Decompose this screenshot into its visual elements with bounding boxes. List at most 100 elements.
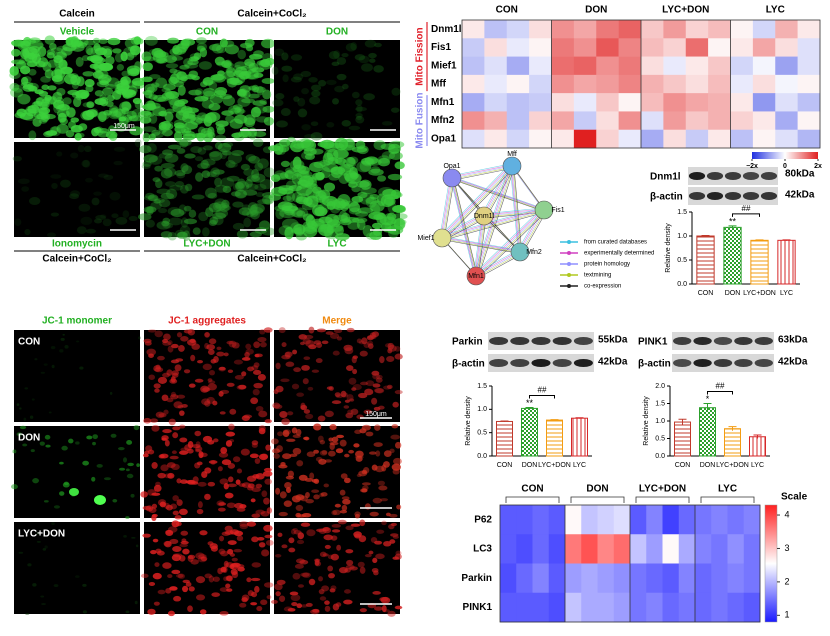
cell: [333, 198, 346, 211]
calcein-header: Calcein+CoCl₂: [237, 9, 306, 20]
cell: [372, 557, 378, 563]
cell: [50, 212, 60, 217]
cell: [339, 566, 348, 574]
cell: [159, 501, 166, 508]
cell: [100, 214, 107, 219]
blot-label: Parkin: [452, 337, 483, 348]
heatmap-cell: [551, 129, 575, 149]
cell: [176, 394, 186, 399]
heatmap-cell: [775, 74, 798, 94]
cell: [200, 159, 209, 169]
cell: [169, 538, 179, 545]
cell: [204, 493, 211, 501]
cell: [345, 549, 354, 554]
cell: [227, 540, 237, 545]
cell: [138, 213, 152, 221]
heatmap-cell: [641, 38, 664, 57]
cell: [51, 364, 55, 369]
cell: [32, 478, 40, 484]
heatmap-cell: [662, 563, 680, 594]
cell: [212, 576, 220, 582]
cell: [245, 44, 254, 52]
group-label: DON: [585, 5, 607, 16]
cell: [374, 424, 381, 431]
cell: [281, 65, 293, 72]
cell: [329, 441, 339, 446]
cell: [182, 230, 191, 242]
cell: [219, 411, 226, 415]
cell: [275, 487, 281, 495]
cell: [160, 464, 169, 472]
western-blots: Dnm1l 80kDa β-actin 42kDa Parkin 55kDa β…: [452, 167, 815, 372]
blot-label: β-actin: [650, 192, 683, 203]
cell: [157, 376, 168, 384]
cell: [251, 513, 261, 518]
cell: [394, 345, 401, 352]
cell: [190, 56, 199, 61]
cell: [98, 38, 108, 45]
cell: [213, 201, 226, 212]
cell: [361, 482, 371, 486]
cell: [295, 428, 302, 436]
heatmap-cell: [613, 534, 631, 564]
row-label: Mfn2: [431, 115, 455, 126]
cell: [69, 193, 80, 200]
dendrogram: [700, 496, 755, 503]
cell: [178, 344, 185, 352]
heatmap-cell: [597, 505, 615, 535]
cell: [296, 210, 306, 217]
cell: [142, 533, 151, 538]
cell: [321, 340, 329, 345]
cell: [171, 569, 181, 575]
cell: [331, 523, 342, 528]
cell: [204, 332, 211, 338]
band: [706, 192, 724, 200]
cell: [281, 544, 288, 549]
cell: [180, 39, 191, 46]
y-axis-label: Relative density: [643, 396, 650, 446]
cell: [341, 119, 352, 127]
cell: [301, 512, 312, 518]
cell: [273, 143, 284, 155]
calcein-header: Calcein: [59, 9, 95, 20]
cell: [244, 351, 250, 358]
heatmap-cell: [484, 111, 508, 131]
cell: [262, 470, 273, 477]
cell: [94, 495, 106, 505]
cell: [301, 364, 310, 371]
cell: [36, 531, 41, 535]
cell: [300, 402, 306, 410]
heatmap-cell: [506, 74, 530, 94]
cell: [148, 329, 157, 333]
blot-label: PINK1: [638, 337, 668, 348]
cell: [199, 530, 208, 536]
cell: [82, 610, 87, 614]
cell: [387, 173, 403, 181]
cell: [292, 349, 298, 355]
cell: [85, 84, 94, 93]
cell: [258, 453, 269, 461]
cell: [109, 391, 113, 395]
cell: [355, 455, 363, 462]
cell: [263, 497, 270, 505]
cell: [168, 76, 178, 85]
cell: [301, 151, 313, 160]
heatmap-cell: [708, 20, 731, 39]
cell: [281, 342, 287, 348]
cell: [263, 524, 273, 532]
cell: [41, 602, 46, 605]
cell: [207, 192, 218, 199]
bar: [724, 428, 741, 457]
band: [573, 359, 593, 367]
cell: [275, 208, 285, 220]
cell: [179, 184, 189, 194]
cell: [125, 516, 130, 519]
cell: [120, 76, 128, 87]
cell: [59, 349, 64, 353]
heatmap-cell: [708, 93, 731, 112]
cell: [329, 424, 337, 431]
cell: [373, 227, 383, 236]
cell: [200, 556, 208, 562]
cell: [236, 468, 243, 474]
cell: [183, 58, 193, 67]
